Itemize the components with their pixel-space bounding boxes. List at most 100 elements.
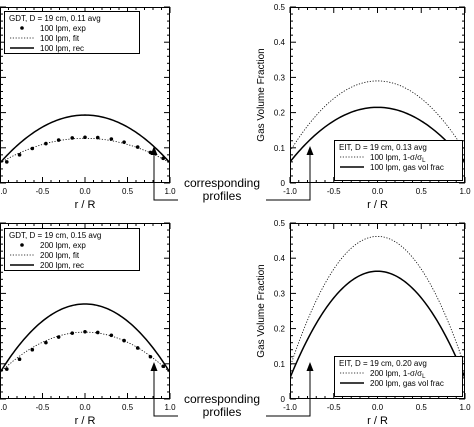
legend-title: GDT, D = 19 cm, 0.11 avg (9, 14, 101, 23)
data-point (109, 333, 114, 338)
data-point (44, 340, 48, 345)
data-point (135, 145, 140, 149)
series-line (290, 270, 465, 379)
legend-title: EIT, D = 19 cm, 0.13 avg (339, 143, 427, 152)
y-tick-label: 0.5 (274, 3, 286, 12)
x-axis-label: r / R (367, 199, 388, 211)
y-tick-label: 0.3 (274, 73, 286, 82)
x-tick-label: 0.0 (79, 187, 91, 196)
x-tick-label: -0.5 (36, 187, 50, 196)
x-tick-label: 1.0 (459, 187, 471, 196)
panel-gdt-200: -1.0 -0.5 0.0 0.5 1.0 r / R GDT, D = 19 cm, 0.… (0, 222, 176, 427)
legend-label: 100 lpm, exp (40, 24, 86, 33)
series-line (290, 235, 465, 368)
legend-label: 100 lpm, fit (40, 34, 80, 43)
legend-label: 200 lpm, fit (40, 251, 80, 260)
x-tick-label: 1.0 (459, 403, 471, 412)
x-tick-label: -0.5 (327, 403, 341, 412)
data-point (122, 140, 126, 144)
x-tick-label: -0.5 (36, 403, 50, 412)
data-point (70, 331, 75, 335)
x-tick-label: -1.0 (0, 403, 7, 412)
legend-label: 100 lpm, rec (40, 44, 84, 53)
plot-area (290, 80, 465, 163)
legend-label: 200 lpm, gas vol frac (370, 379, 444, 388)
x-tick-label: 0.0 (372, 187, 384, 196)
legend-label: 200 lpm, rec (40, 261, 84, 270)
x-tick-label: 1.0 (164, 403, 176, 412)
label-bg (178, 391, 266, 417)
arrow-head (306, 146, 314, 155)
y-tick-label: 0 (281, 395, 286, 404)
legend-marker (20, 26, 24, 30)
x-tick-label: 0.5 (122, 187, 134, 196)
x-tick-label: 0.0 (372, 403, 384, 412)
annotation-line-1: corresponding (184, 392, 260, 406)
data-point (122, 338, 126, 343)
data-point (30, 347, 35, 352)
data-point (5, 367, 9, 371)
data-point (148, 354, 153, 359)
x-axis-label: r / R (75, 415, 96, 427)
x-tick-label: 0.5 (416, 187, 428, 196)
x-tick-label: 1.0 (164, 187, 176, 196)
legend-title: EIT, D = 19 cm, 0.20 avg (339, 359, 427, 368)
series-line (0, 303, 170, 373)
y-tick-label: 0.5 (274, 219, 286, 228)
y-tick-label: 0.1 (274, 144, 286, 153)
series-line (290, 106, 465, 163)
legend-marker (20, 243, 24, 247)
y-tick-label: 0.4 (274, 254, 286, 263)
legend-label: 200 lpm, exp (40, 241, 86, 250)
y-axis-label: Gas Volume Fraction (256, 264, 267, 357)
series-line (290, 80, 465, 152)
y-tick-label: 0.3 (274, 289, 286, 298)
x-tick-label: -1.0 (0, 187, 7, 196)
y-tick-label: 0.2 (274, 325, 286, 334)
x-axis-label: r / R (367, 415, 388, 427)
panel-gdt-100: -1.0 -0.5 0.0 0.5 1.0 r / R GDT, D = 19 cm, 0.… (0, 6, 176, 211)
legend-box (334, 140, 463, 181)
plot-area (290, 235, 465, 379)
data-point (83, 329, 87, 334)
data-point (17, 153, 22, 157)
plot-area (0, 303, 170, 373)
y-tick-label: 0.4 (274, 38, 286, 47)
x-axis-label: r / R (75, 199, 96, 211)
x-tick-label: 0.5 (416, 403, 428, 412)
label-bg (178, 175, 266, 201)
legend-label: 200 lpm, 1-σ/σL (370, 369, 426, 380)
panel-eit-200: -1.0 -0.5 0.0 0.5 1.0 r / R 0 0.1 0.2 0.3 0.4 0.5 Ga… (256, 219, 471, 427)
data-point (109, 137, 114, 141)
data-point (95, 330, 100, 335)
x-tick-label: 0.0 (79, 403, 91, 412)
x-tick-label: -1.0 (283, 187, 297, 196)
data-point (83, 135, 87, 140)
annotation-line-2: profiles (203, 189, 242, 203)
data-point (5, 160, 9, 164)
data-point (17, 357, 22, 362)
x-tick-label: 0.5 (122, 403, 134, 412)
plot-area (0, 114, 170, 164)
arrow-head (306, 362, 314, 371)
data-point (56, 138, 61, 142)
annotation-line-2: profiles (203, 405, 242, 419)
series-line (0, 137, 170, 164)
annotation-line-1: corresponding (184, 176, 260, 190)
data-point (44, 141, 48, 146)
legend-label: 100 lpm, gas vol frac (370, 163, 444, 172)
y-tick-label: 0.2 (274, 109, 286, 118)
y-tick-label: 0.1 (274, 360, 286, 369)
series-line (0, 114, 170, 164)
legend-label: 100 lpm, 1-σ/σL (370, 153, 426, 164)
y-tick-label: 0 (281, 179, 286, 188)
legend-box (4, 11, 140, 54)
arrow-head (150, 146, 158, 155)
legend-box (4, 228, 140, 271)
